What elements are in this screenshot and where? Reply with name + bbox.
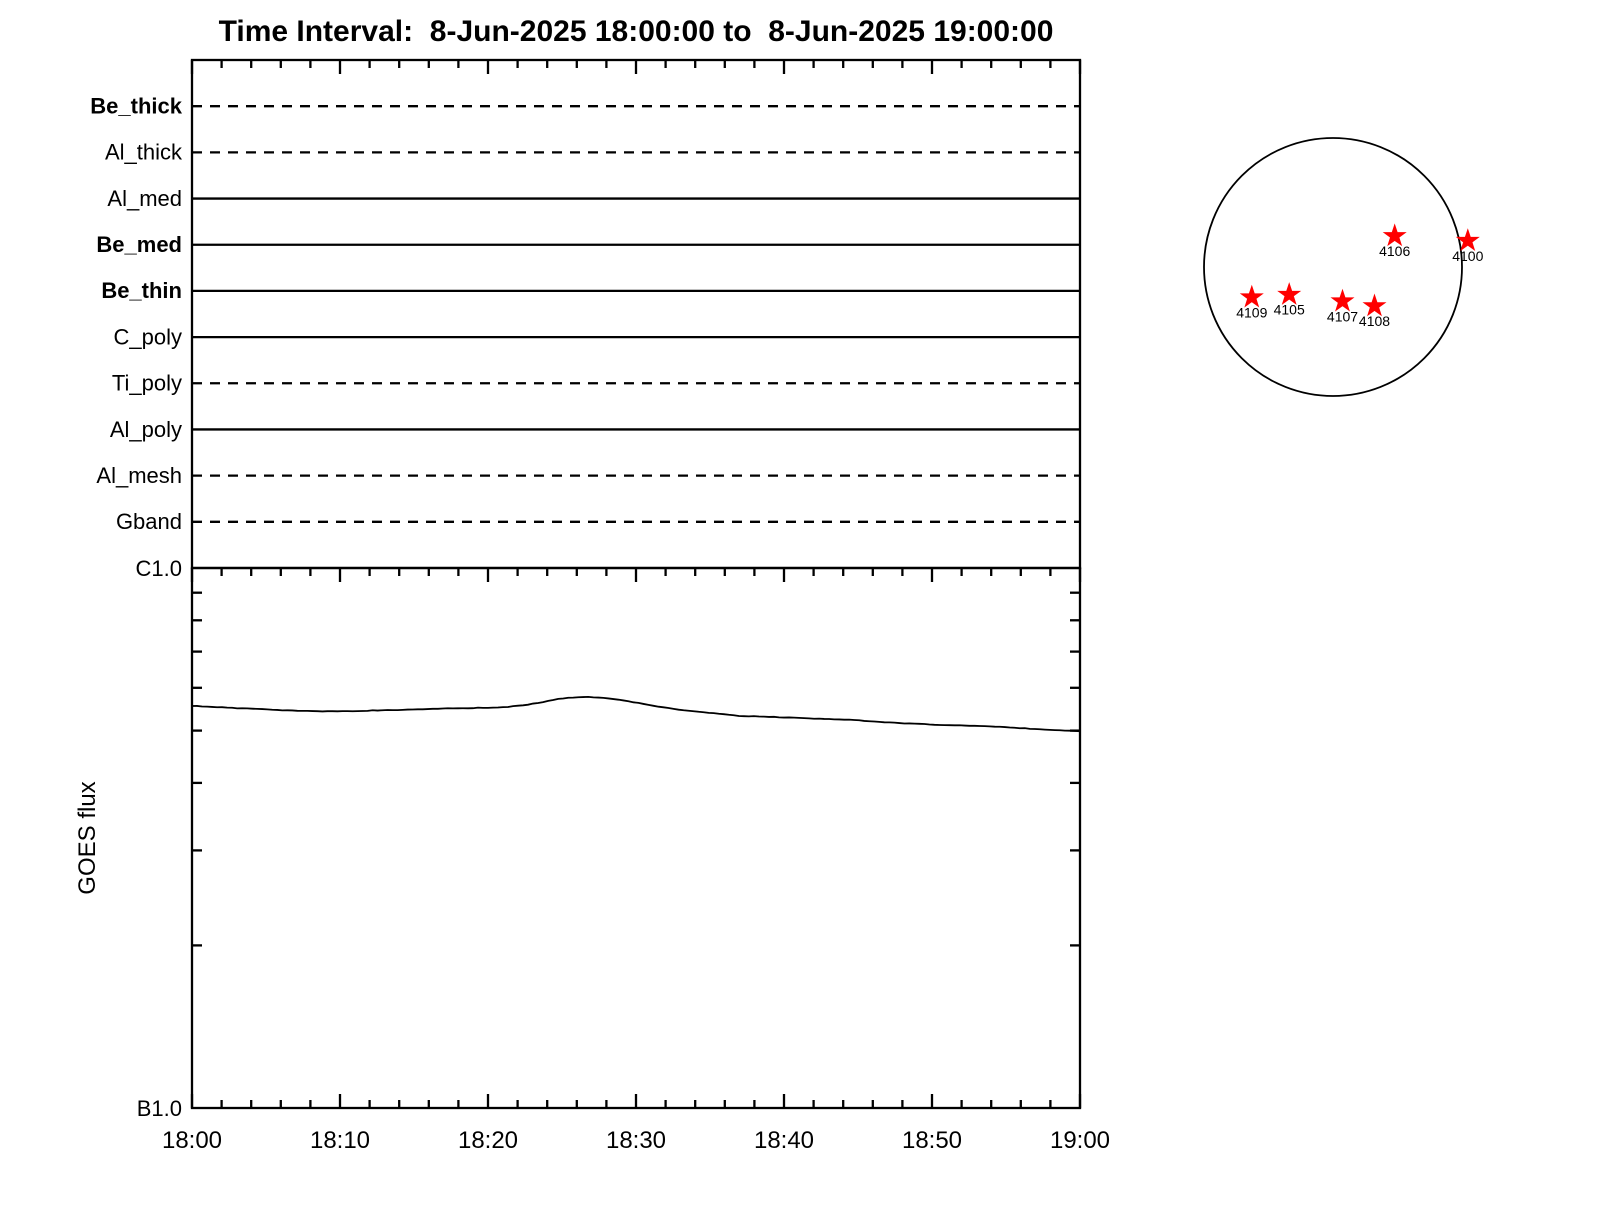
svg-text:C1.0: C1.0 bbox=[136, 556, 182, 581]
svg-text:18:00: 18:00 bbox=[162, 1127, 222, 1154]
svg-text:Al_med: Al_med bbox=[107, 186, 182, 211]
svg-text:Time Interval: 8-Jun-2025 18:: Time Interval: 8-Jun-2025 18:00:00 to 8-… bbox=[219, 15, 1054, 48]
svg-text:Al_poly: Al_poly bbox=[110, 417, 182, 442]
svg-text:C_poly: C_poly bbox=[114, 324, 182, 349]
svg-text:Al_mesh: Al_mesh bbox=[96, 463, 182, 488]
svg-text:4100: 4100 bbox=[1452, 248, 1483, 264]
svg-text:4106: 4106 bbox=[1379, 243, 1410, 259]
svg-text:GOES flux: GOES flux bbox=[74, 781, 101, 894]
svg-text:Be_med: Be_med bbox=[96, 232, 182, 257]
svg-text:B1.0: B1.0 bbox=[137, 1096, 182, 1121]
svg-text:4108: 4108 bbox=[1359, 313, 1390, 329]
svg-text:18:20: 18:20 bbox=[458, 1127, 518, 1154]
svg-text:4107: 4107 bbox=[1327, 308, 1358, 324]
svg-text:Al_thick: Al_thick bbox=[105, 140, 183, 165]
svg-text:18:40: 18:40 bbox=[754, 1127, 814, 1154]
svg-text:4109: 4109 bbox=[1236, 304, 1267, 320]
svg-text:19:00: 19:00 bbox=[1050, 1127, 1110, 1154]
svg-text:Be_thick: Be_thick bbox=[90, 94, 182, 119]
svg-text:18:30: 18:30 bbox=[606, 1127, 666, 1154]
svg-text:Gband: Gband bbox=[116, 509, 182, 534]
svg-text:Be_thin: Be_thin bbox=[101, 278, 182, 303]
svg-text:Ti_poly: Ti_poly bbox=[112, 371, 182, 396]
svg-text:4105: 4105 bbox=[1274, 302, 1305, 318]
svg-text:18:50: 18:50 bbox=[902, 1127, 962, 1154]
svg-text:18:10: 18:10 bbox=[310, 1127, 370, 1154]
